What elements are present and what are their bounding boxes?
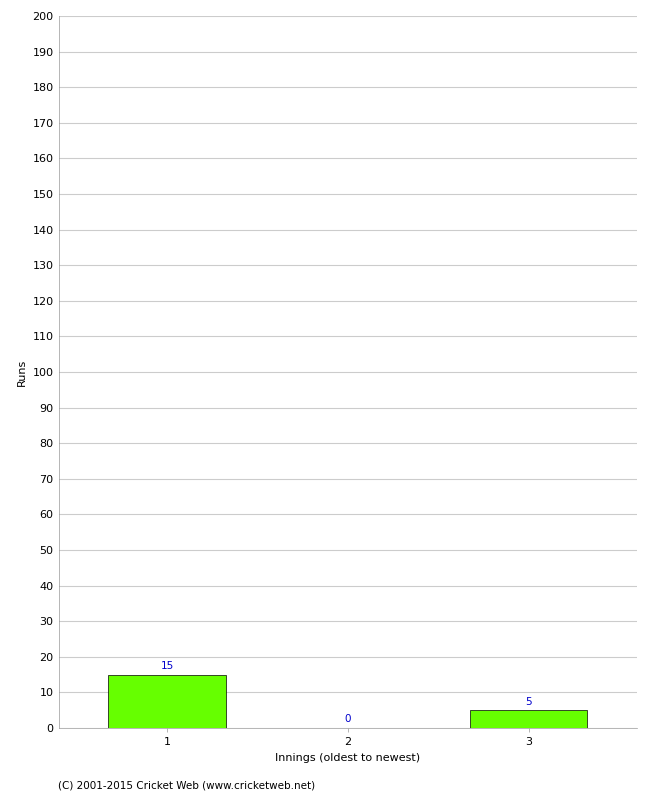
Text: (C) 2001-2015 Cricket Web (www.cricketweb.net): (C) 2001-2015 Cricket Web (www.cricketwe… — [58, 781, 316, 790]
Text: 0: 0 — [344, 714, 351, 725]
Text: 5: 5 — [525, 697, 532, 706]
Y-axis label: Runs: Runs — [17, 358, 27, 386]
Bar — [108, 674, 226, 728]
Bar — [470, 710, 588, 728]
Text: 15: 15 — [161, 661, 174, 671]
X-axis label: Innings (oldest to newest): Innings (oldest to newest) — [275, 753, 421, 762]
